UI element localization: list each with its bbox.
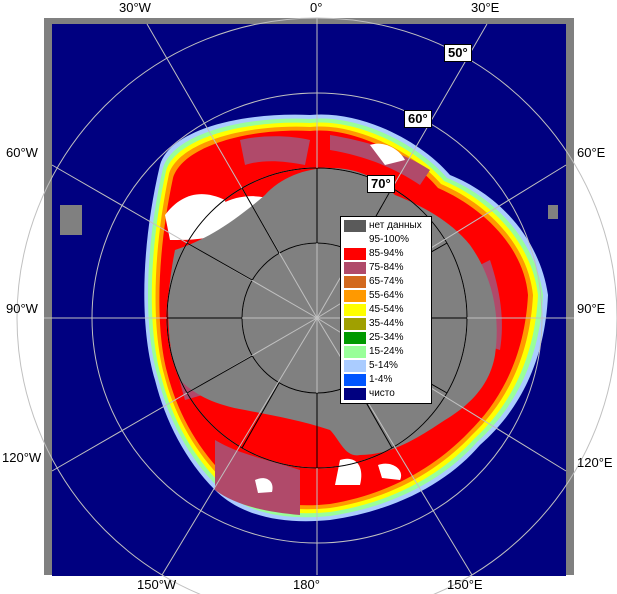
no-data-speck bbox=[60, 205, 82, 235]
legend-item: 35-44% bbox=[341, 317, 431, 331]
lon-label-left-60w: 60°W bbox=[6, 145, 38, 160]
ice-patch-95-100 bbox=[370, 143, 405, 165]
legend-swatch bbox=[344, 276, 366, 288]
legend-label: чисто bbox=[369, 388, 395, 399]
legend-label: 5-14% bbox=[369, 360, 398, 371]
legend-label: 75-84% bbox=[369, 262, 404, 273]
lat-label-50: 50° bbox=[444, 44, 472, 62]
ice-patch-75-84 bbox=[330, 135, 430, 185]
legend-swatch bbox=[344, 220, 366, 232]
legend-label: 65-74% bbox=[369, 276, 404, 287]
legend-item: 65-74% bbox=[341, 275, 431, 289]
legend-swatch bbox=[344, 262, 366, 274]
legend-label: 1-4% bbox=[369, 374, 393, 385]
lon-label-right-90e: 90°E bbox=[577, 301, 606, 316]
lon-label-top-0: 0° bbox=[310, 0, 323, 15]
legend-swatch bbox=[344, 290, 366, 302]
legend-label: 35-44% bbox=[369, 318, 404, 329]
legend-label: 15-24% bbox=[369, 346, 404, 357]
legend-swatch bbox=[344, 304, 366, 316]
legend-label: нет данных bbox=[369, 220, 422, 231]
legend-swatch bbox=[344, 388, 366, 400]
lon-label-top-30e: 30°E bbox=[471, 0, 500, 15]
legend-swatch bbox=[344, 248, 366, 260]
legend-item: 95-100% bbox=[341, 233, 431, 247]
ice-patch-95-100 bbox=[335, 458, 362, 485]
lon-label-bottom-150e: 150°E bbox=[447, 577, 483, 592]
legend-item: чисто bbox=[341, 387, 431, 401]
lon-label-left-120w: 120°W bbox=[2, 450, 42, 465]
legend-swatch bbox=[344, 346, 366, 358]
legend-item: 15-24% bbox=[341, 345, 431, 359]
lon-label-right-120e: 120°E bbox=[577, 455, 613, 470]
ice-concentration-legend: нет данных 95-100% 85-94% 75-84% 65-74% 55-64… bbox=[340, 216, 432, 404]
legend-item: 55-64% bbox=[341, 289, 431, 303]
legend-label: 25-34% bbox=[369, 332, 404, 343]
legend-item: 5-14% bbox=[341, 359, 431, 373]
legend-item: нет данных bbox=[341, 219, 431, 233]
legend-item: 75-84% bbox=[341, 261, 431, 275]
ice-patch-75-84 bbox=[240, 136, 310, 165]
ice-patch-75-84 bbox=[215, 440, 300, 515]
legend-swatch bbox=[344, 374, 366, 386]
legend-item: 85-94% bbox=[341, 247, 431, 261]
legend-swatch bbox=[344, 234, 366, 246]
lon-label-top-30w: 30°W bbox=[119, 0, 151, 15]
lon-label-right-60e: 60°E bbox=[577, 145, 606, 160]
legend-item: 1-4% bbox=[341, 373, 431, 387]
legend-item: 45-54% bbox=[341, 303, 431, 317]
lon-label-bottom-180: 180° bbox=[293, 577, 320, 592]
lat-label-70: 70° bbox=[367, 175, 395, 193]
ice-patch-95-100 bbox=[378, 463, 402, 480]
legend-label: 45-54% bbox=[369, 304, 404, 315]
legend-label: 85-94% bbox=[369, 248, 404, 259]
legend-item: 25-34% bbox=[341, 331, 431, 345]
legend-label: 55-64% bbox=[369, 290, 404, 301]
lon-label-bottom-150w: 150°W bbox=[137, 577, 177, 592]
legend-swatch bbox=[344, 332, 366, 344]
legend-swatch bbox=[344, 360, 366, 372]
lon-label-left-90w: 90°W bbox=[6, 301, 38, 316]
ice-patch-95-100 bbox=[255, 478, 273, 493]
legend-label: 95-100% bbox=[369, 234, 410, 245]
lat-label-60: 60° bbox=[404, 110, 432, 128]
legend-swatch bbox=[344, 318, 366, 330]
no-data-speck bbox=[548, 205, 558, 219]
